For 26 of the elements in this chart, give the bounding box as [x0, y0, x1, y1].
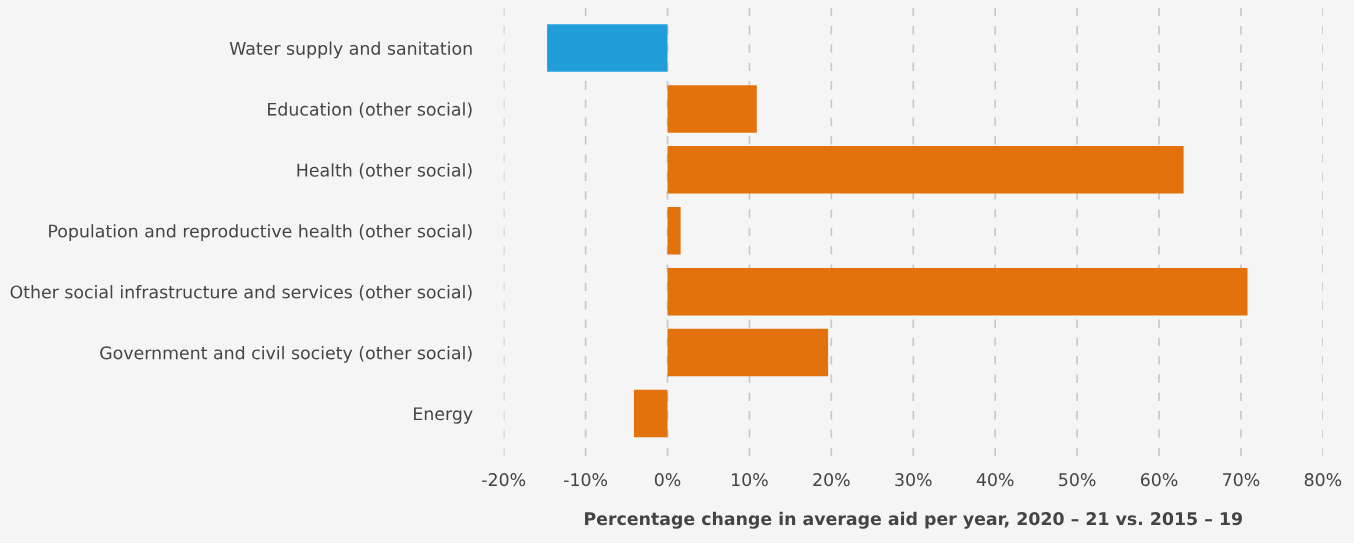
y-tick-label: Health (other social) [297, 163, 472, 179]
y-tick-label: Energy [414, 407, 473, 424]
x-tick-label: -20% [482, 473, 526, 487]
x-axis-title: Percentage change in average aid per year, 2020 – 21 vs. 2015 – 19 [585, 511, 1242, 529]
bar [667, 267, 1248, 316]
x-tick-label: 20% [813, 473, 850, 487]
x-tick-label: 0% [654, 473, 681, 487]
bar [547, 24, 668, 72]
bar [667, 85, 757, 133]
bar [667, 328, 829, 377]
x-tick-label: 50% [1059, 473, 1096, 487]
x-tick-label: 40% [976, 473, 1014, 487]
y-tick-label: Education (other social) [268, 102, 472, 118]
y-tick-label: Other social infrastructure and services (other social) [10, 285, 472, 301]
y-tick-label: Population and reproductive health (other social) [49, 224, 472, 241]
x-tick-label: 30% [895, 473, 932, 487]
x-tick-label: 80% [1304, 473, 1342, 487]
x-tick-label: 10% [732, 473, 768, 487]
y-tick-label: Water supply and sanitation [229, 41, 472, 59]
bar [633, 389, 668, 438]
y-tick-label: Government and civil society (other social) [100, 345, 472, 363]
x-tick-label: 70% [1223, 473, 1260, 487]
bar [667, 207, 681, 255]
x-tick-label: 60% [1140, 473, 1178, 487]
bar [667, 146, 1184, 194]
x-tick-label: -10% [564, 473, 608, 487]
